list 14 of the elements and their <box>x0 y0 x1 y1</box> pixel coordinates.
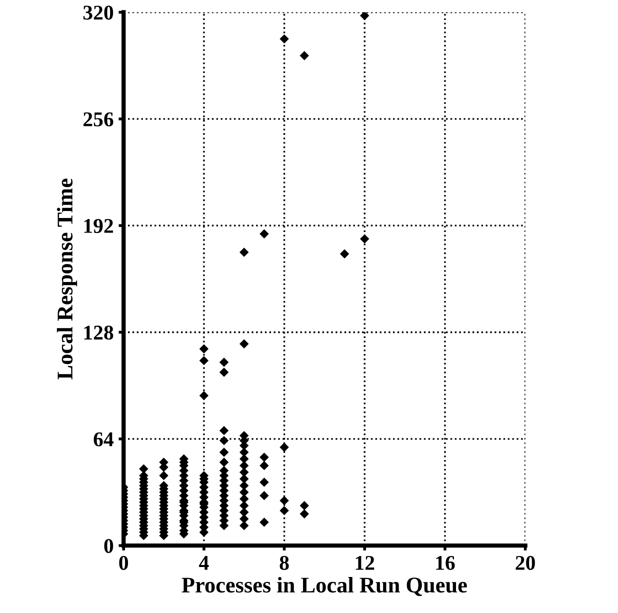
y-axis-title: Local Response Time <box>56 178 78 380</box>
y-tick-label: 320 <box>83 6 114 20</box>
x-tick-label: 20 <box>516 556 535 570</box>
x-tick-label: 4 <box>199 556 209 570</box>
x-tick-label: 16 <box>436 556 455 570</box>
y-tick-label: 128 <box>84 326 114 340</box>
y-tick-label: 256 <box>84 112 114 126</box>
y-tick-label: 192 <box>84 219 113 234</box>
y-tick-label: 64 <box>94 432 114 446</box>
x-axis-title: Processes in Local Run Queue <box>182 576 467 596</box>
x-tick-label: 12 <box>356 556 374 570</box>
x-tick-label: 0 <box>119 556 128 570</box>
x-tick-label: 8 <box>280 556 289 570</box>
y-tick-label: 0 <box>104 538 114 554</box>
